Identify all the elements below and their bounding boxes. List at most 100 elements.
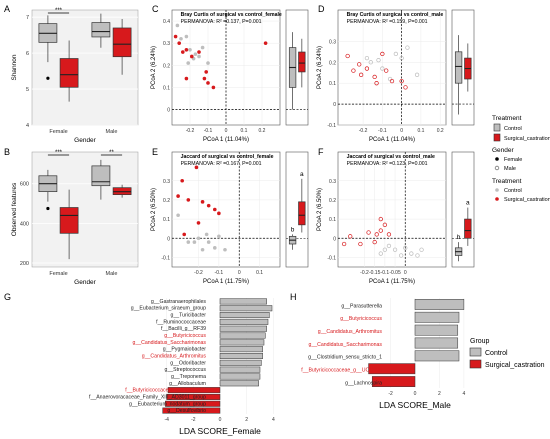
side-box-castration-box [464, 218, 472, 239]
lda-taxon-label-5: f__Butyricicoccaceae_g__UCG008 [301, 368, 382, 374]
box-castration-female-box [59, 207, 79, 234]
y-axis-label: Shannon [11, 54, 18, 80]
lda-bar-4 [414, 350, 460, 362]
point-castration-9 [211, 85, 216, 90]
point-castration-6 [374, 81, 379, 86]
point-control-5 [403, 245, 408, 250]
x-tick-label: 0 [400, 128, 403, 134]
point-control-2 [184, 34, 189, 39]
lda-bar-11 [219, 373, 261, 380]
side-box-letter-castration: a [300, 171, 304, 178]
point-control-0 [364, 55, 370, 61]
point-control-6 [399, 55, 404, 61]
y-tick-label: 200 [20, 261, 29, 267]
legend-marker-male [494, 165, 500, 171]
point-castration-1 [351, 68, 356, 73]
y-tick-label: 0.3 [163, 41, 170, 47]
y-tick-label: 7 [26, 15, 29, 21]
plot-area [31, 151, 139, 268]
panel-subtitle: PERMANOVA: R² =0.137, P=0.001 [181, 19, 262, 25]
point-castration-9 [389, 78, 395, 84]
point-castration-9 [182, 232, 187, 237]
panel-letter-e: E [152, 147, 158, 157]
panel-e-jaccard-female: -0.2 -0.1 0 0.1 -0.1 0 0.1 0.2 0.3 Jaccard of sur… [151, 151, 309, 285]
legend-swatch-castration [493, 133, 501, 142]
lda-bar-8 [219, 353, 263, 359]
x-tick-label: 0 [414, 391, 417, 397]
point-castration-11 [263, 41, 268, 45]
point-castration-5 [372, 74, 377, 80]
x-tick-label: 4 [462, 391, 465, 397]
point-castration-8 [372, 239, 377, 245]
lda-bar-7 [219, 346, 263, 353]
lda-taxon-label-2: g__Turicibacter [170, 313, 206, 319]
lda-bar-1 [219, 305, 273, 312]
point-castration-3 [184, 48, 189, 52]
box-castration-female-box [59, 58, 79, 88]
point-castration-2 [357, 62, 362, 67]
y-tick-label: 0.4 [163, 19, 170, 25]
y-tick-label: 0.3 [163, 179, 170, 185]
y-tick-label: 0.2 [163, 198, 170, 204]
side-box-castration-box [298, 51, 306, 73]
x-axis-label: PCoA 1 (11.04%) [369, 137, 415, 143]
y-tick-label: 400 [20, 221, 29, 227]
lda-bar-4 [219, 325, 267, 332]
lda-taxon-label-1: g__Eubacterium_siraeum_group [131, 306, 206, 312]
y-axis-label: PCoA 2 (6.24%) [151, 46, 157, 89]
y-tick-label: 0.3 [329, 39, 336, 45]
y-tick-label: -0.1 [327, 123, 336, 129]
x-axis-label: LDA SCORE_Male [379, 400, 451, 410]
x-tick-label: -0.1 [215, 270, 224, 276]
lda-bar-1 [414, 311, 460, 323]
box-control-female-outlier-0 [46, 206, 50, 211]
point-control-9 [204, 232, 209, 237]
point-castration-3 [200, 200, 205, 204]
point-control-1 [186, 240, 191, 244]
x-tick-label: -0.1 [204, 128, 213, 134]
point-castration-2 [358, 241, 363, 247]
lda-taxon-label-3: f__Ruminococcaceae [156, 319, 206, 325]
point-control-1 [382, 247, 388, 252]
lda-bar-6 [219, 339, 265, 346]
legend-treatment-title: Treatment [492, 115, 522, 122]
point-castration-7 [196, 221, 201, 225]
panel-h-lda-male: -2 0 2 4 g__Parasutterella g__Butyricicoccusg… [301, 298, 470, 410]
panel-title: Jaccard of surgical vs control_male [347, 154, 435, 160]
point-control-3 [392, 247, 398, 252]
x-axis-label: PCoA 1 (11.75%) [203, 279, 249, 285]
x-axis-label: LDA SCORE_Female [179, 426, 261, 436]
x-tick-label: 0 [225, 128, 228, 134]
panel-subtitle: PERMANOVA: R² =0.159, P=0.001 [347, 19, 428, 25]
y-axis-label: PCoA 2 (6.24%) [317, 46, 323, 89]
x-tick-label: 0.1 [417, 128, 424, 134]
lda-taxon-label-0: g__Parasutterella [341, 303, 382, 309]
point-control-7 [186, 61, 190, 65]
x-tick-label: -2 [388, 391, 393, 397]
x-tick-label: -0.2 [194, 270, 203, 276]
significance-label: *** [55, 150, 63, 156]
side-box-letter-control: b [457, 234, 461, 241]
lda-taxon-label-8: g__Candidatus_Arthromitus [142, 354, 207, 360]
panel-letter-h: H [290, 292, 297, 302]
point-control-5 [197, 54, 201, 59]
x-axis-label: Gender [74, 137, 97, 144]
point-castration-5 [378, 228, 383, 233]
x-tick-label: -0.1 [378, 128, 387, 134]
box-control-male-box [91, 22, 111, 38]
point-control-8 [206, 61, 210, 65]
legend-label-control-2: Control [504, 188, 522, 194]
point-castration-3 [366, 230, 371, 235]
y-axis-label: PCoA 2 (6.50%) [317, 188, 323, 231]
point-castration-4 [190, 54, 194, 59]
point-castration-7 [386, 232, 392, 237]
point-castration-7 [380, 51, 385, 57]
panel-letter-g: G [4, 292, 11, 302]
lda-taxon-label-7: g__Pygmaiobacter [163, 347, 207, 353]
point-castration-0 [173, 34, 178, 39]
lda-bar-16 [162, 407, 221, 414]
significance-label: ** [109, 150, 114, 156]
lda-bar-0 [219, 298, 267, 305]
